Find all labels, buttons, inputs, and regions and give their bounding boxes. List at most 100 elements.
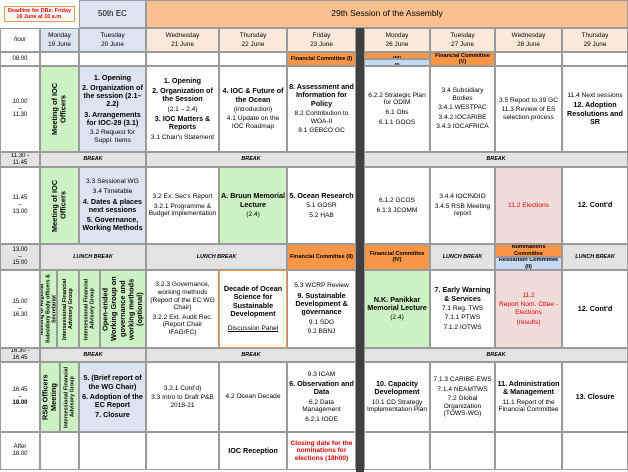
text-line: 7. Early Warning & Services (434, 285, 491, 303)
text-line: 20 June (101, 41, 124, 48)
text-line: RSB Officers Meeting (40, 374, 58, 420)
text-line: 3. Arrangements for IOC-29 (3.1) (84, 109, 141, 127)
text-line: 4. IOC & Future of the Ocean (222, 86, 284, 104)
text-line: 5. (Brief report of the WG Chair) (83, 373, 142, 391)
text-line: 6.2.2 Strategic Plan for ODIM (368, 91, 426, 107)
text-line: 11.30 - (10, 152, 30, 159)
text-line: 9.3 ICAM (307, 370, 336, 378)
day-header: Thursday 22 June (219, 28, 287, 52)
text-line: 11.1 Report of the Financial Committee (498, 398, 559, 414)
text-line: 13.00 (12, 208, 28, 215)
session-cell: 3.4.4 IOCINDIO 3.4.5 RSB Meeting report (430, 167, 495, 244)
text-line: 3.2.3 Governance, working methods (Repor… (150, 281, 215, 312)
session-cell: A. Bruun Memorial Lecture (2.4) (219, 167, 287, 244)
session-cell: BREAK (40, 348, 146, 362)
text-line: 8.2 Contribution to WOA-II (294, 110, 349, 125)
text-line: 7.1.4 NEAMTWS (437, 385, 488, 393)
time-label: 16.30 -16.45 (0, 348, 40, 362)
text-line: (2.4) (390, 314, 404, 322)
text-line: 11.2 Elections (508, 201, 549, 209)
text-line: 3.2 Request for Suppl. Items (89, 129, 136, 144)
text-line: 26 June (385, 41, 409, 48)
session-cell: 3.2.3 Governance, working methods (Repor… (146, 270, 219, 348)
grid-cell (495, 432, 562, 470)
session-cell: Open-ended Working Group on governance a… (100, 270, 146, 348)
session-cell: Meeting of IOC Officers (40, 167, 79, 244)
text-line: Meeting of IOC Officers (49, 179, 68, 232)
text-line: 13.00 (12, 246, 28, 253)
session-cell: Meeting of Regional Subsidiary Body offi… (40, 270, 57, 348)
day-header: Tuesday 27 June (430, 28, 495, 52)
grid-cell (562, 432, 628, 470)
session-cell: 12. Cont'd (562, 270, 628, 348)
text-line: 12. Cont'd (577, 200, 613, 210)
text-line: 6.1 Obs (385, 109, 409, 116)
text-line: 11.2 (522, 291, 535, 299)
corner: Deadline for DRs: Friday 16 June at 10 a… (0, 0, 79, 28)
text-line: Meeting of Regional Subsidiary Body offi… (40, 274, 57, 344)
time-label: 10.00–11.30 (0, 66, 40, 152)
session-cell: Closing date for the nominations for ele… (287, 432, 356, 470)
text-line: Report Nom. Cttee - Elections (499, 301, 558, 316)
text-line: 15.00 (12, 260, 28, 267)
session-cell: LUNCH BREAK (40, 244, 146, 270)
session-cell: BREAK (146, 348, 356, 362)
text-line: LUNCH BREAK (73, 253, 113, 260)
session-cell: BREAK (364, 348, 628, 362)
text-line: 3.2.1 Programme & Budget implementation (148, 202, 217, 218)
text-line: 10.00 (12, 98, 28, 105)
text-line: N.K. Panikkar Memorial Lecture (367, 294, 427, 313)
text-line: 4.2 Ocean Decade (225, 393, 281, 401)
text-line: 11.30 (12, 112, 28, 119)
text-line: 11. Administration & Management (497, 379, 560, 397)
time-label: 11.30 -11.45 (0, 152, 40, 167)
week-divider (356, 28, 364, 472)
time-label: 13.00–15.00 (0, 244, 40, 270)
session-cell: 11. Administration & Management 11.1 Repo… (495, 362, 562, 432)
text-line: 16.30 - (10, 348, 30, 355)
day-header: Monday 19 June (40, 28, 79, 52)
text-line: 3. IOC Matters & Reports (154, 114, 211, 132)
text-line: 12. Cont'd (577, 303, 613, 313)
text-line: Friday (312, 31, 331, 39)
session-cell: 6.1.2 GCOS 6.1.3 JCOMM (364, 167, 430, 244)
text-line: 3.3 Sessional WG (86, 178, 139, 186)
session-cell: Financial Committee (III) (364, 52, 430, 59)
session-cell: 9.3 ICAM 6. Observation and Data 6.2 Data … (287, 362, 356, 432)
session-cell: Resolution Committee (I) (364, 59, 430, 66)
session-cell: RSB Officers Meeting (40, 362, 60, 432)
session-cell: BREAK (146, 152, 356, 167)
text-line: Discussion Panel (227, 325, 279, 333)
session-cell: Meeting of IOC Officers (40, 66, 79, 152)
text-line: 5.3 WCRP Review (294, 282, 349, 290)
hour-label: hour (13, 36, 26, 43)
text-line: (2.1 – 2.4) (167, 105, 198, 113)
text-line: 9.1 SDG (308, 318, 335, 326)
text-line: Thursday (581, 31, 609, 39)
grid-cell (562, 52, 628, 66)
text-line: 19 June (48, 41, 71, 48)
session-cell: 1. Opening 2. Organization of the session… (79, 66, 146, 152)
text-line: 6. Adoption of the EC Report (82, 391, 143, 410)
deadline-text: 16 June at 10 a.m. (16, 14, 63, 20)
text-line: 15.00 (12, 298, 28, 305)
text-line: 3.4.1 WESTPAC (438, 104, 487, 112)
session-cell: 3.4 Subsidiary Bodies 3.4.1 WESTPAC 3.4.2 … (430, 66, 495, 152)
text-line: Intersessional Financial Advisory Group (83, 278, 96, 340)
day-header: Monday 26 June (364, 28, 430, 52)
text-line: – (18, 393, 22, 400)
text-line: Monday (48, 31, 71, 39)
text-line: 3.4 Timetable (92, 187, 133, 195)
text-line: BREAK (241, 156, 261, 163)
text-line: IOC Reception (228, 445, 278, 455)
session-cell: 11.4 Next sessions 12. Adoption Resolutio… (562, 66, 628, 152)
text-line: 9.2 BBNJ (307, 328, 336, 336)
text-line: Decade of Ocean Science for Sustainable … (223, 284, 283, 318)
session-cell: Nominations Committee (495, 244, 562, 257)
grid-cell (219, 52, 287, 66)
text-line: 6.1.3 JCOMM (376, 206, 418, 214)
session-cell: 6.2.2 Strategic Plan for ODIM 6.1 Obs 6.1.… (364, 66, 430, 152)
text-line: 10. Capacity Development (374, 379, 420, 397)
grid-cell (79, 432, 146, 470)
